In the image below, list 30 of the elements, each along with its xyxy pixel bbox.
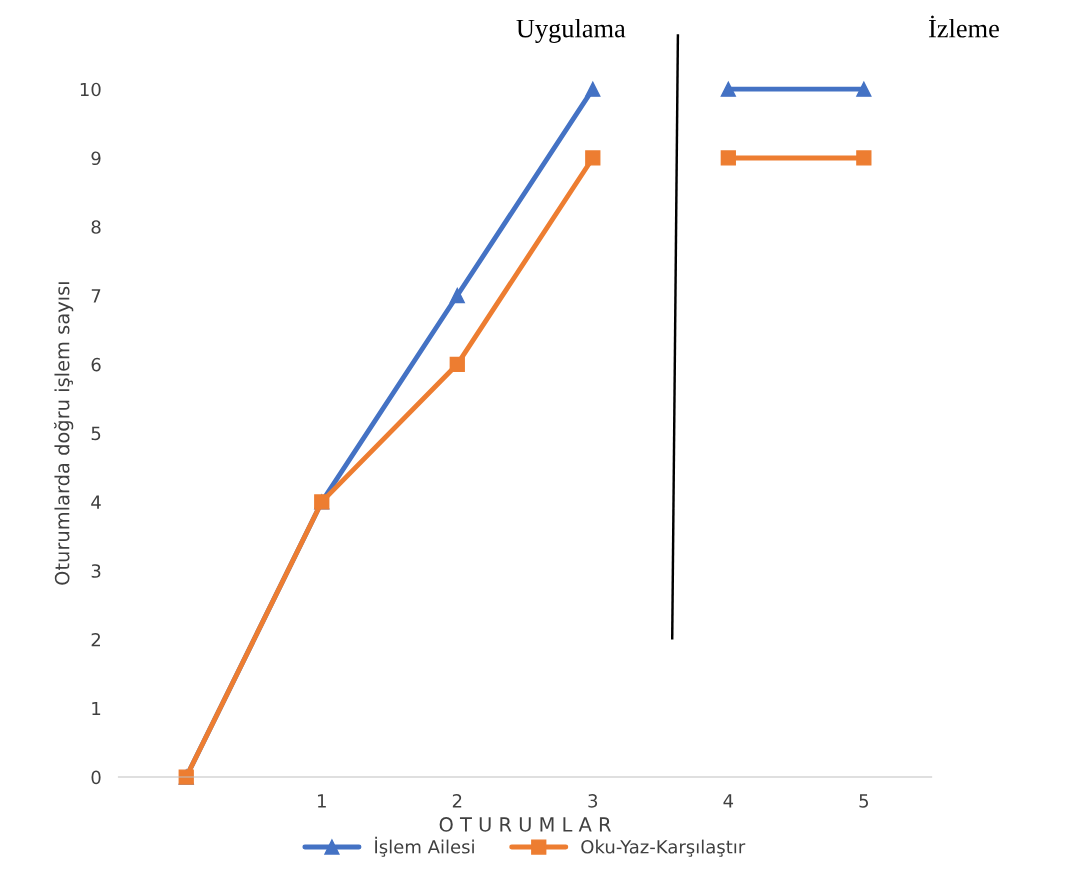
legend-label: İşlem Ailesi (375, 836, 474, 857)
text: İzleme (928, 15, 999, 38)
point (720, 150, 736, 166)
y-tick-label: 3 (91, 564, 101, 578)
y-tick-label: 10 (80, 82, 101, 97)
y-tick-label: 5 (91, 426, 101, 441)
point (585, 81, 601, 97)
y-tick-label: 7 (91, 289, 101, 303)
point (585, 150, 601, 166)
text: Uygulama (516, 18, 626, 43)
y-axis-title: Oturumlarda doğru işlem sayısı (53, 282, 74, 585)
x-axis-title: O T U R U M L A R (439, 817, 611, 832)
y-tick-label: 6 (91, 357, 101, 372)
x-tick-label: 2 (452, 794, 462, 808)
y-tick-label: 1 (92, 701, 101, 716)
x-tick-label: 5 (859, 794, 869, 808)
y-tick-label: 2 (91, 632, 100, 647)
y-tick-label: 4 (91, 495, 101, 509)
point (720, 81, 736, 97)
y-tick-label: 9 (91, 151, 101, 166)
point (449, 356, 465, 372)
point (856, 81, 872, 97)
point (449, 287, 465, 304)
x-tick-label: 4 (723, 794, 734, 808)
legend-label: Oku-Yaz-Karşılaştır (581, 839, 746, 857)
point (856, 150, 872, 166)
y-tick-label: 8 (91, 220, 101, 234)
x-tick-label: 1 (317, 794, 326, 808)
x-tick-label: 3 (588, 794, 598, 808)
y-tick-label: 0 (91, 770, 101, 785)
